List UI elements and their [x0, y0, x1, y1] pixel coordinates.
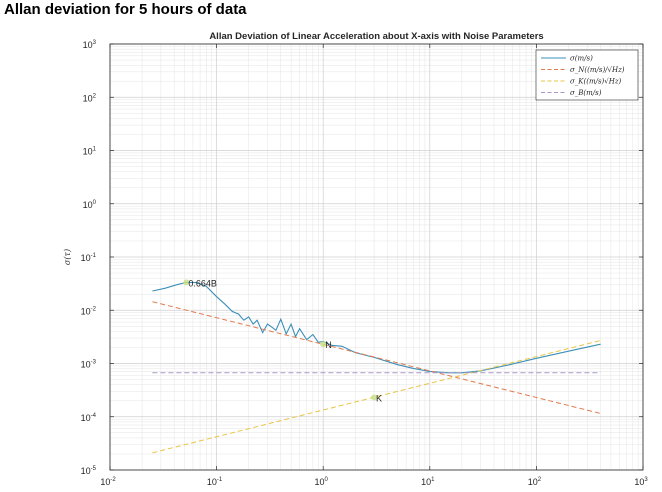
annotation-layer: 0.664B N K — [183, 278, 382, 403]
series-line-3 — [152, 340, 601, 454]
y-tick-label: 103 — [83, 40, 97, 50]
y-tick-label: 10-4 — [81, 413, 97, 423]
series-layer — [152, 281, 601, 454]
annotation-marker — [320, 341, 327, 348]
y-tick-label: 100 — [83, 200, 97, 210]
y-tick-label: 101 — [83, 147, 97, 157]
annotation-marker — [183, 279, 190, 286]
annotation-marker — [371, 394, 378, 401]
x-tick-label: 10-1 — [207, 477, 223, 487]
y-tick-label: 102 — [83, 93, 97, 103]
legend-label-1: σ(m/s) — [570, 55, 593, 63]
x-tick-label: 103 — [634, 477, 648, 487]
y-tick-label: 10-5 — [81, 466, 97, 476]
x-tick-label: 100 — [315, 477, 329, 487]
axes-layer: 10-2 10-1 100 101 102 103 10-5 10-4 10-3 10-2 10-1… — [63, 31, 648, 487]
annotation-label: N — [325, 340, 332, 350]
series-line-1 — [152, 281, 601, 374]
y-tick-label: 10-1 — [81, 253, 97, 263]
chart-title: Allan Deviation of Linear Acceleration a… — [209, 31, 543, 42]
annotation-label: 0.664B — [188, 278, 217, 288]
y-tick-label: 10-2 — [81, 306, 97, 316]
grid-layer — [109, 43, 644, 471]
legend: σ(m/s) σ_N((m/s)/√Hz) σ_K((m/s)√Hz) σ_B(m/s… — [535, 49, 639, 101]
legend-label-3: σ_K((m/s)√Hz) — [570, 78, 622, 86]
legend-label-4: σ_B(m/s) — [570, 89, 602, 97]
series-line-2 — [152, 301, 601, 414]
x-tick-label: 102 — [528, 477, 542, 487]
annotation-label: K — [376, 393, 382, 403]
x-tick-label: 10-2 — [100, 477, 116, 487]
page-heading: Allan deviation for 5 hours of data — [4, 1, 247, 18]
y-axis-label: σ(τ) — [63, 249, 72, 265]
y-tick-label: 10-3 — [81, 360, 97, 370]
x-tick-label: 101 — [421, 477, 435, 487]
legend-label-2: σ_N((m/s)/√Hz) — [570, 66, 625, 74]
